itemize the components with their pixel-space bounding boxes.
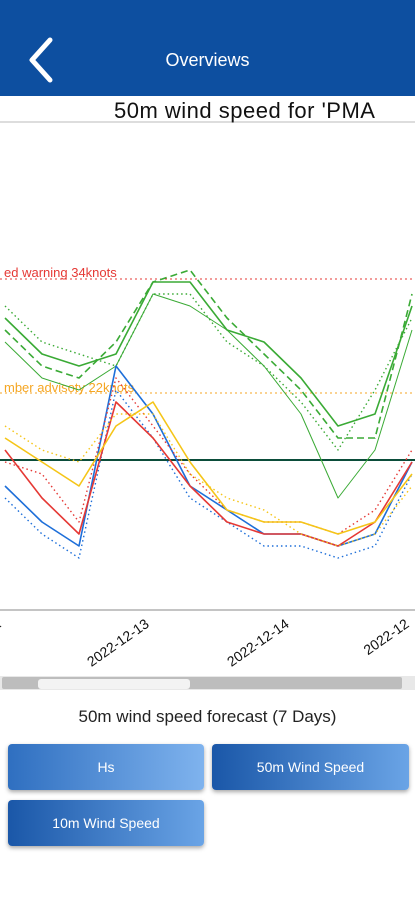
series-layer [4,269,413,559]
series-line-9 [4,413,413,547]
x-tick-label: 2022-12-14 [224,615,292,669]
x-tick-label: 2 [0,615,4,633]
wind-speed-chart[interactable]: ed warning 34knots mber advisoty 22knots… [0,96,415,676]
series-line-0 [4,281,413,427]
series-line-7 [4,377,413,535]
chevron-left-icon [29,37,53,83]
series-line-6 [4,401,413,547]
x-tick-label: 2022-12-13 [84,615,152,669]
series-line-1 [4,269,413,439]
app-bar: Overviews [0,0,415,96]
series-line-5 [4,389,413,559]
series-line-2 [4,293,413,451]
red-warning-label: ed warning 34knots [4,265,117,280]
x-tick-label: 2022-12 [360,615,411,658]
wind-speed-50m-button[interactable]: 50m Wind Speed [212,744,409,790]
hs-button[interactable]: Hs [8,744,204,790]
horizontal-scrollbar[interactable] [0,676,415,690]
forecast-label: 50m wind speed forecast (7 Days) [78,707,337,726]
amber-advisory-label: mber advisoty 22knots [4,380,135,395]
back-button[interactable] [22,36,70,84]
chart-title: 50m wind speed for 'PMA [114,98,376,123]
wind-speed-10m-button[interactable]: 10m Wind Speed [8,800,204,846]
chart-canvas: ed warning 34knots mber advisoty 22knots… [0,121,415,670]
series-line-8 [4,401,413,535]
scroll-thumb[interactable] [38,679,190,689]
series-line-3 [4,293,413,499]
scroll-track [2,677,402,689]
page-title: Overviews [165,50,250,70]
x-axis: 2 2022-12-13 2022-12-14 2022-12 [0,615,412,669]
